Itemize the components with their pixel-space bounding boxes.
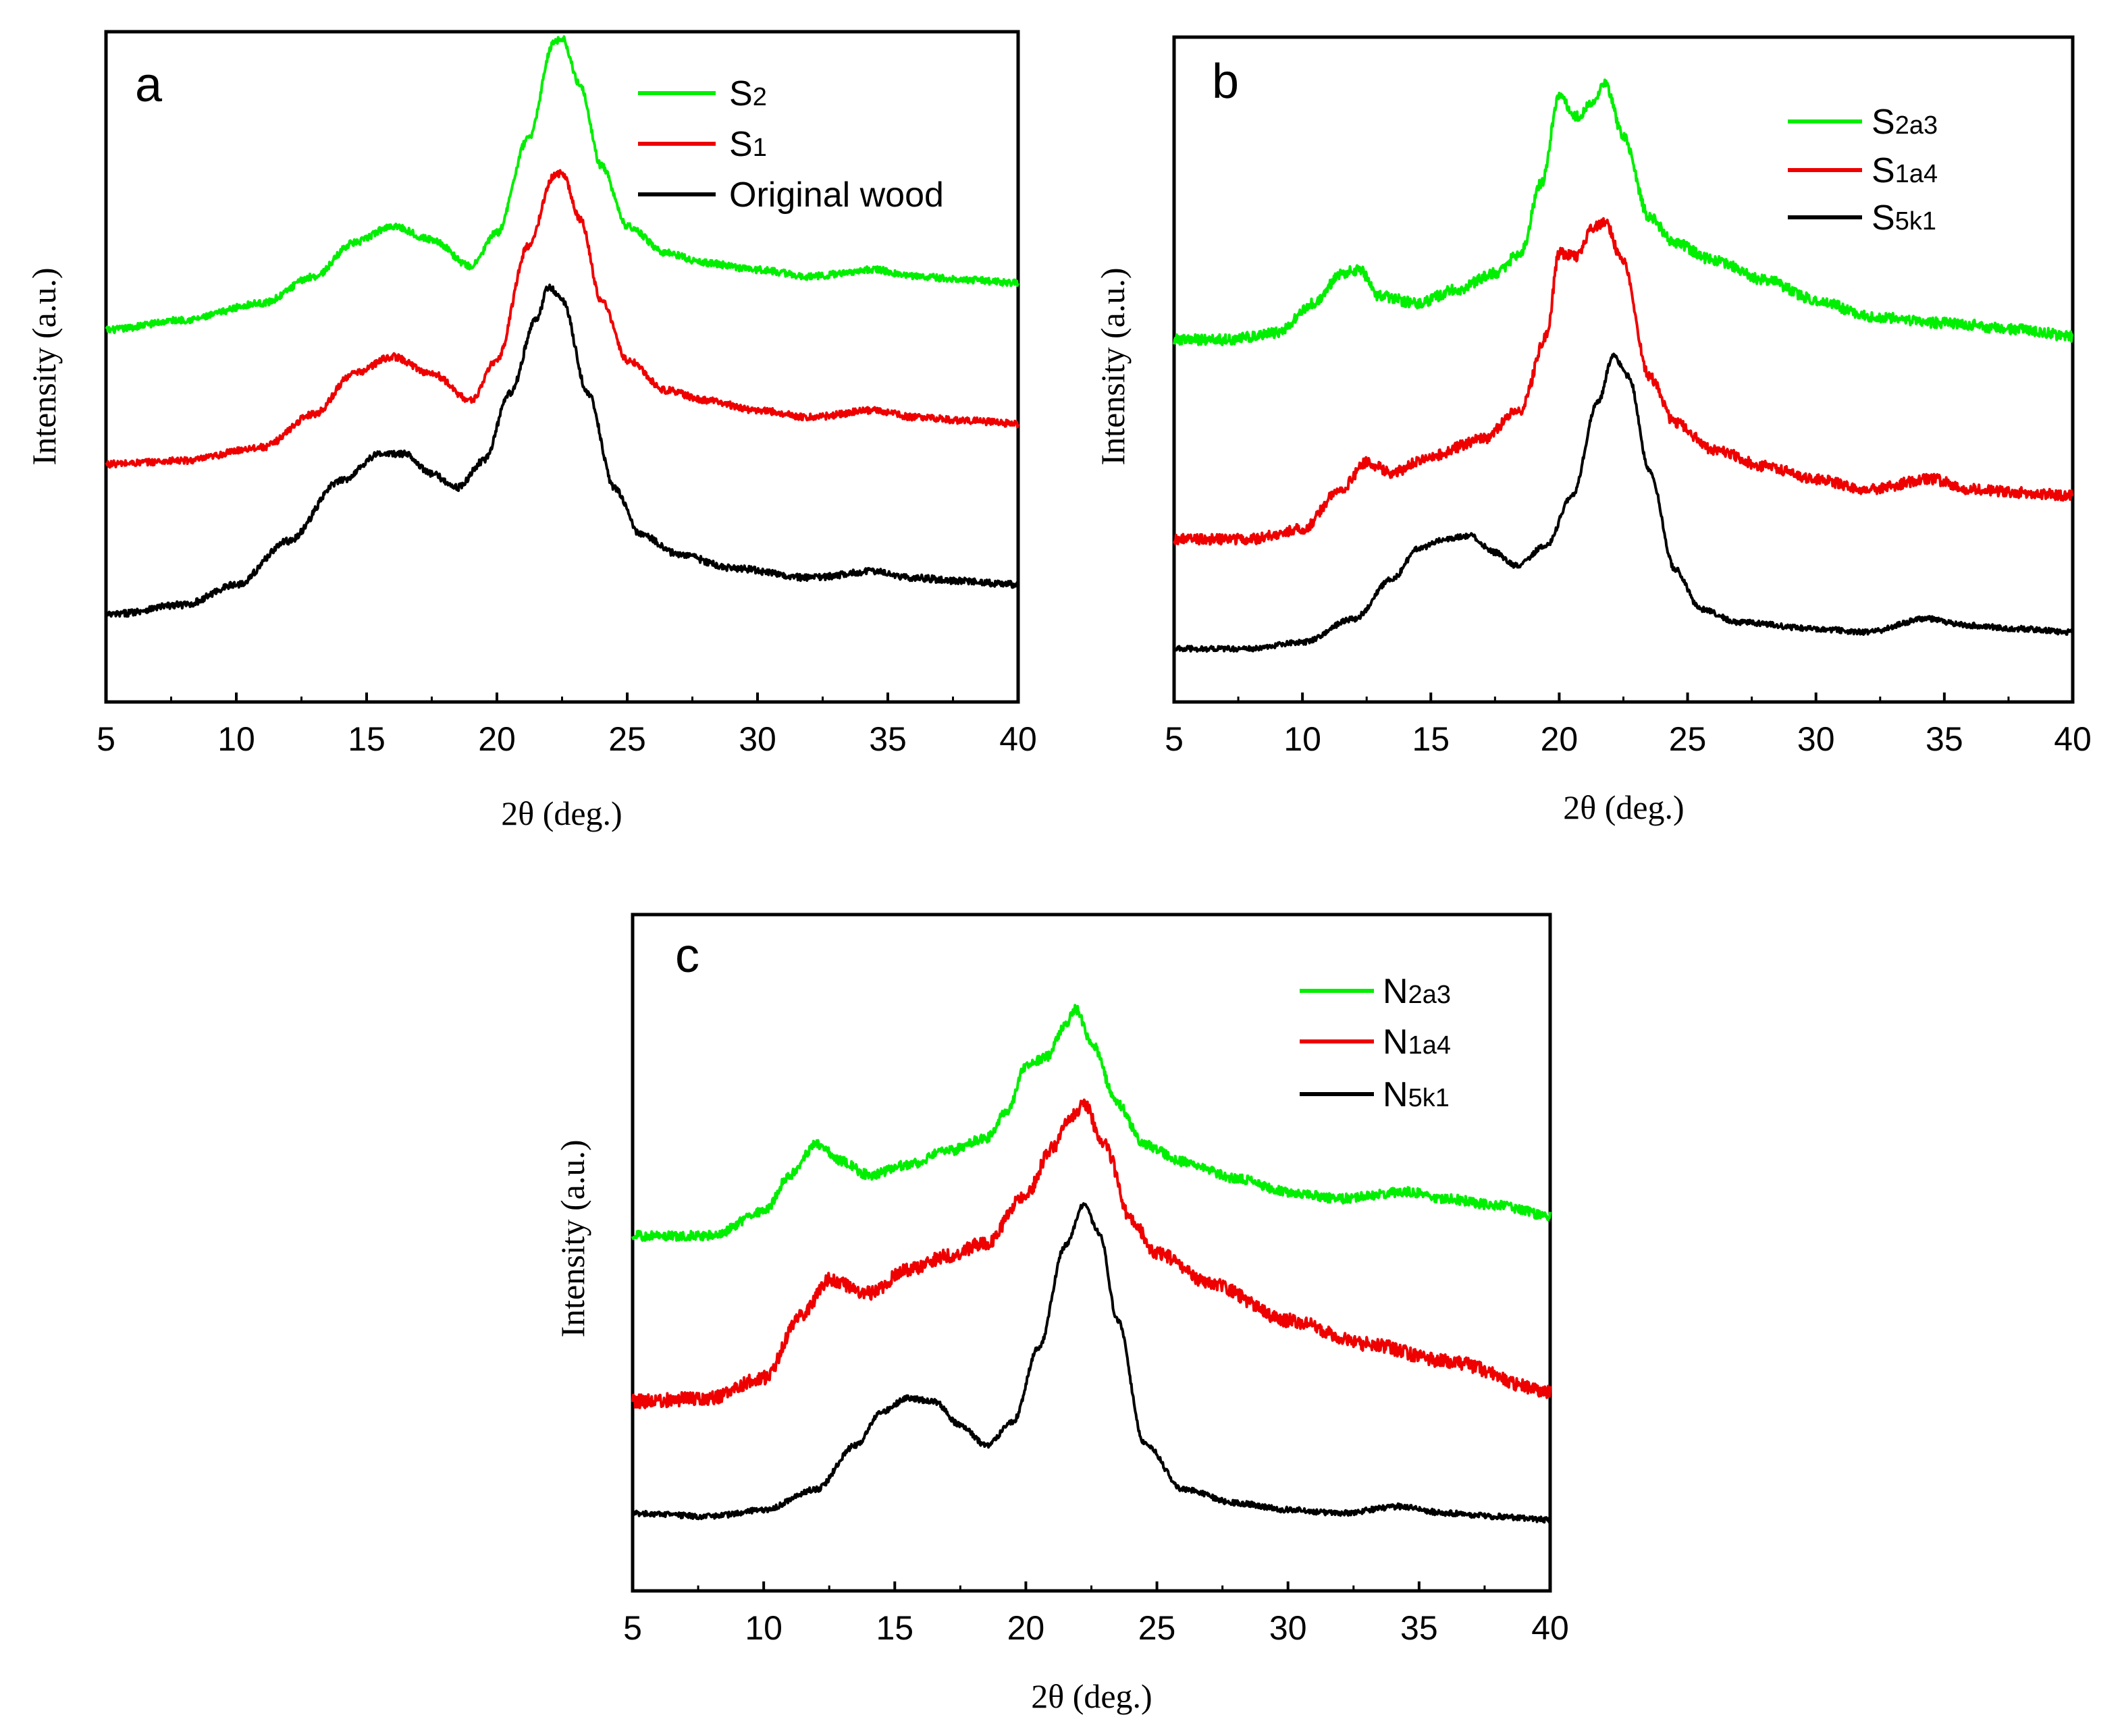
series-line-s2 bbox=[105, 35, 1019, 335]
panel-b-legend: S2a3 S1a4 S5k1 bbox=[1788, 103, 1938, 238]
x-tick-label: 35 bbox=[1400, 1609, 1438, 1647]
legend-label-original-wood: Original wood bbox=[729, 175, 944, 215]
panel-c-ticks-layer: 5 10 15 20 25 30 35 40 bbox=[623, 1581, 1569, 1647]
x-tick-label: 10 bbox=[1283, 720, 1321, 758]
panel-a-plot-frame bbox=[104, 30, 1020, 704]
panel-b-letter: b bbox=[1212, 55, 1239, 109]
x-tick-label: 15 bbox=[348, 720, 386, 758]
panel-c-series-layer bbox=[631, 1004, 1551, 1524]
series-line-n5k1 bbox=[631, 1202, 1551, 1524]
x-tick-label: 40 bbox=[2054, 720, 2092, 758]
x-tick-label: 10 bbox=[217, 720, 255, 758]
panel-c-y-axis-title: Intensity (a.u.) bbox=[554, 1140, 591, 1338]
panel-a: 5 10 15 20 25 30 35 40 a 2θ (deg.) Intensity (a… bbox=[25, 30, 1037, 832]
panel-b-ticks-layer: 5 10 15 20 25 30 35 40 bbox=[1165, 693, 2092, 758]
panel-c-plot-frame bbox=[631, 913, 1552, 1593]
x-tick-label: 40 bbox=[1531, 1609, 1569, 1647]
panel-a-series-layer bbox=[105, 35, 1019, 618]
legend-label-S1a4: S1a4 bbox=[1872, 151, 1938, 190]
x-tick-label: 5 bbox=[623, 1609, 642, 1647]
panel-c-letter: c bbox=[675, 929, 699, 983]
legend-label-N2a3: N2a3 bbox=[1383, 972, 1451, 1011]
panel-c: 5 10 15 20 25 30 35 40 c 2θ (deg.) Intensity (a… bbox=[554, 913, 1569, 1715]
panel-c-x-axis-title: 2θ (deg.) bbox=[1031, 1677, 1152, 1715]
x-tick-label: 25 bbox=[608, 720, 646, 758]
x-tick-label: 35 bbox=[869, 720, 907, 758]
panel-c-legend: N2a3 N1a4 N5k1 bbox=[1300, 972, 1451, 1114]
legend-label-S5k1: S5k1 bbox=[1872, 198, 1936, 238]
x-tick-label: 20 bbox=[1541, 720, 1579, 758]
legend-label-N1a4: N1a4 bbox=[1383, 1023, 1451, 1062]
panel-b: 5 10 15 20 25 30 35 40 b 2θ (deg.) Intensity (a… bbox=[1094, 35, 2092, 826]
panel-a-y-axis-title: Intensity (a.u.) bbox=[25, 268, 63, 466]
legend-label-S2a3: S2a3 bbox=[1872, 103, 1938, 142]
x-tick-label: 5 bbox=[97, 720, 115, 758]
x-tick-label: 10 bbox=[745, 1609, 783, 1647]
x-tick-label: 30 bbox=[1797, 720, 1835, 758]
x-tick-label: 20 bbox=[478, 720, 516, 758]
x-tick-label: 30 bbox=[739, 720, 776, 758]
x-tick-label: 15 bbox=[1412, 720, 1450, 758]
panel-a-letter: a bbox=[135, 58, 163, 112]
panel-b-y-axis-title: Intensity (a.u.) bbox=[1094, 268, 1132, 466]
series-line-s1 bbox=[105, 169, 1019, 469]
x-tick-label: 20 bbox=[1007, 1609, 1045, 1647]
x-tick-label: 5 bbox=[1165, 720, 1184, 758]
series-line-s2a3 bbox=[1173, 78, 2073, 346]
legend-label-S2: S2 bbox=[729, 74, 767, 113]
x-tick-label: 30 bbox=[1269, 1609, 1307, 1647]
x-tick-label: 25 bbox=[1138, 1609, 1176, 1647]
series-line-s1a4 bbox=[1173, 217, 2074, 546]
panel-a-x-axis-title: 2θ (deg.) bbox=[501, 794, 622, 832]
series-line-n2a3 bbox=[631, 1004, 1551, 1242]
panel-a-ticks-layer: 5 10 15 20 25 30 35 40 bbox=[97, 693, 1037, 758]
x-tick-label: 40 bbox=[999, 720, 1037, 758]
legend-label-S1: S1 bbox=[729, 125, 767, 164]
series-line-original-wood bbox=[105, 283, 1019, 618]
panel-a-legend: S2 S1 Original wood bbox=[638, 74, 944, 215]
x-tick-label: 25 bbox=[1669, 720, 1707, 758]
series-line-s5k1 bbox=[1173, 352, 2074, 653]
legend-label-N5k1: N5k1 bbox=[1383, 1075, 1450, 1114]
x-tick-label: 15 bbox=[876, 1609, 913, 1647]
panel-b-series-layer bbox=[1173, 78, 2074, 653]
x-tick-label: 35 bbox=[1926, 720, 1963, 758]
series-line-n1a4 bbox=[631, 1098, 1551, 1409]
panel-b-x-axis-title: 2θ (deg.) bbox=[1563, 788, 1684, 826]
